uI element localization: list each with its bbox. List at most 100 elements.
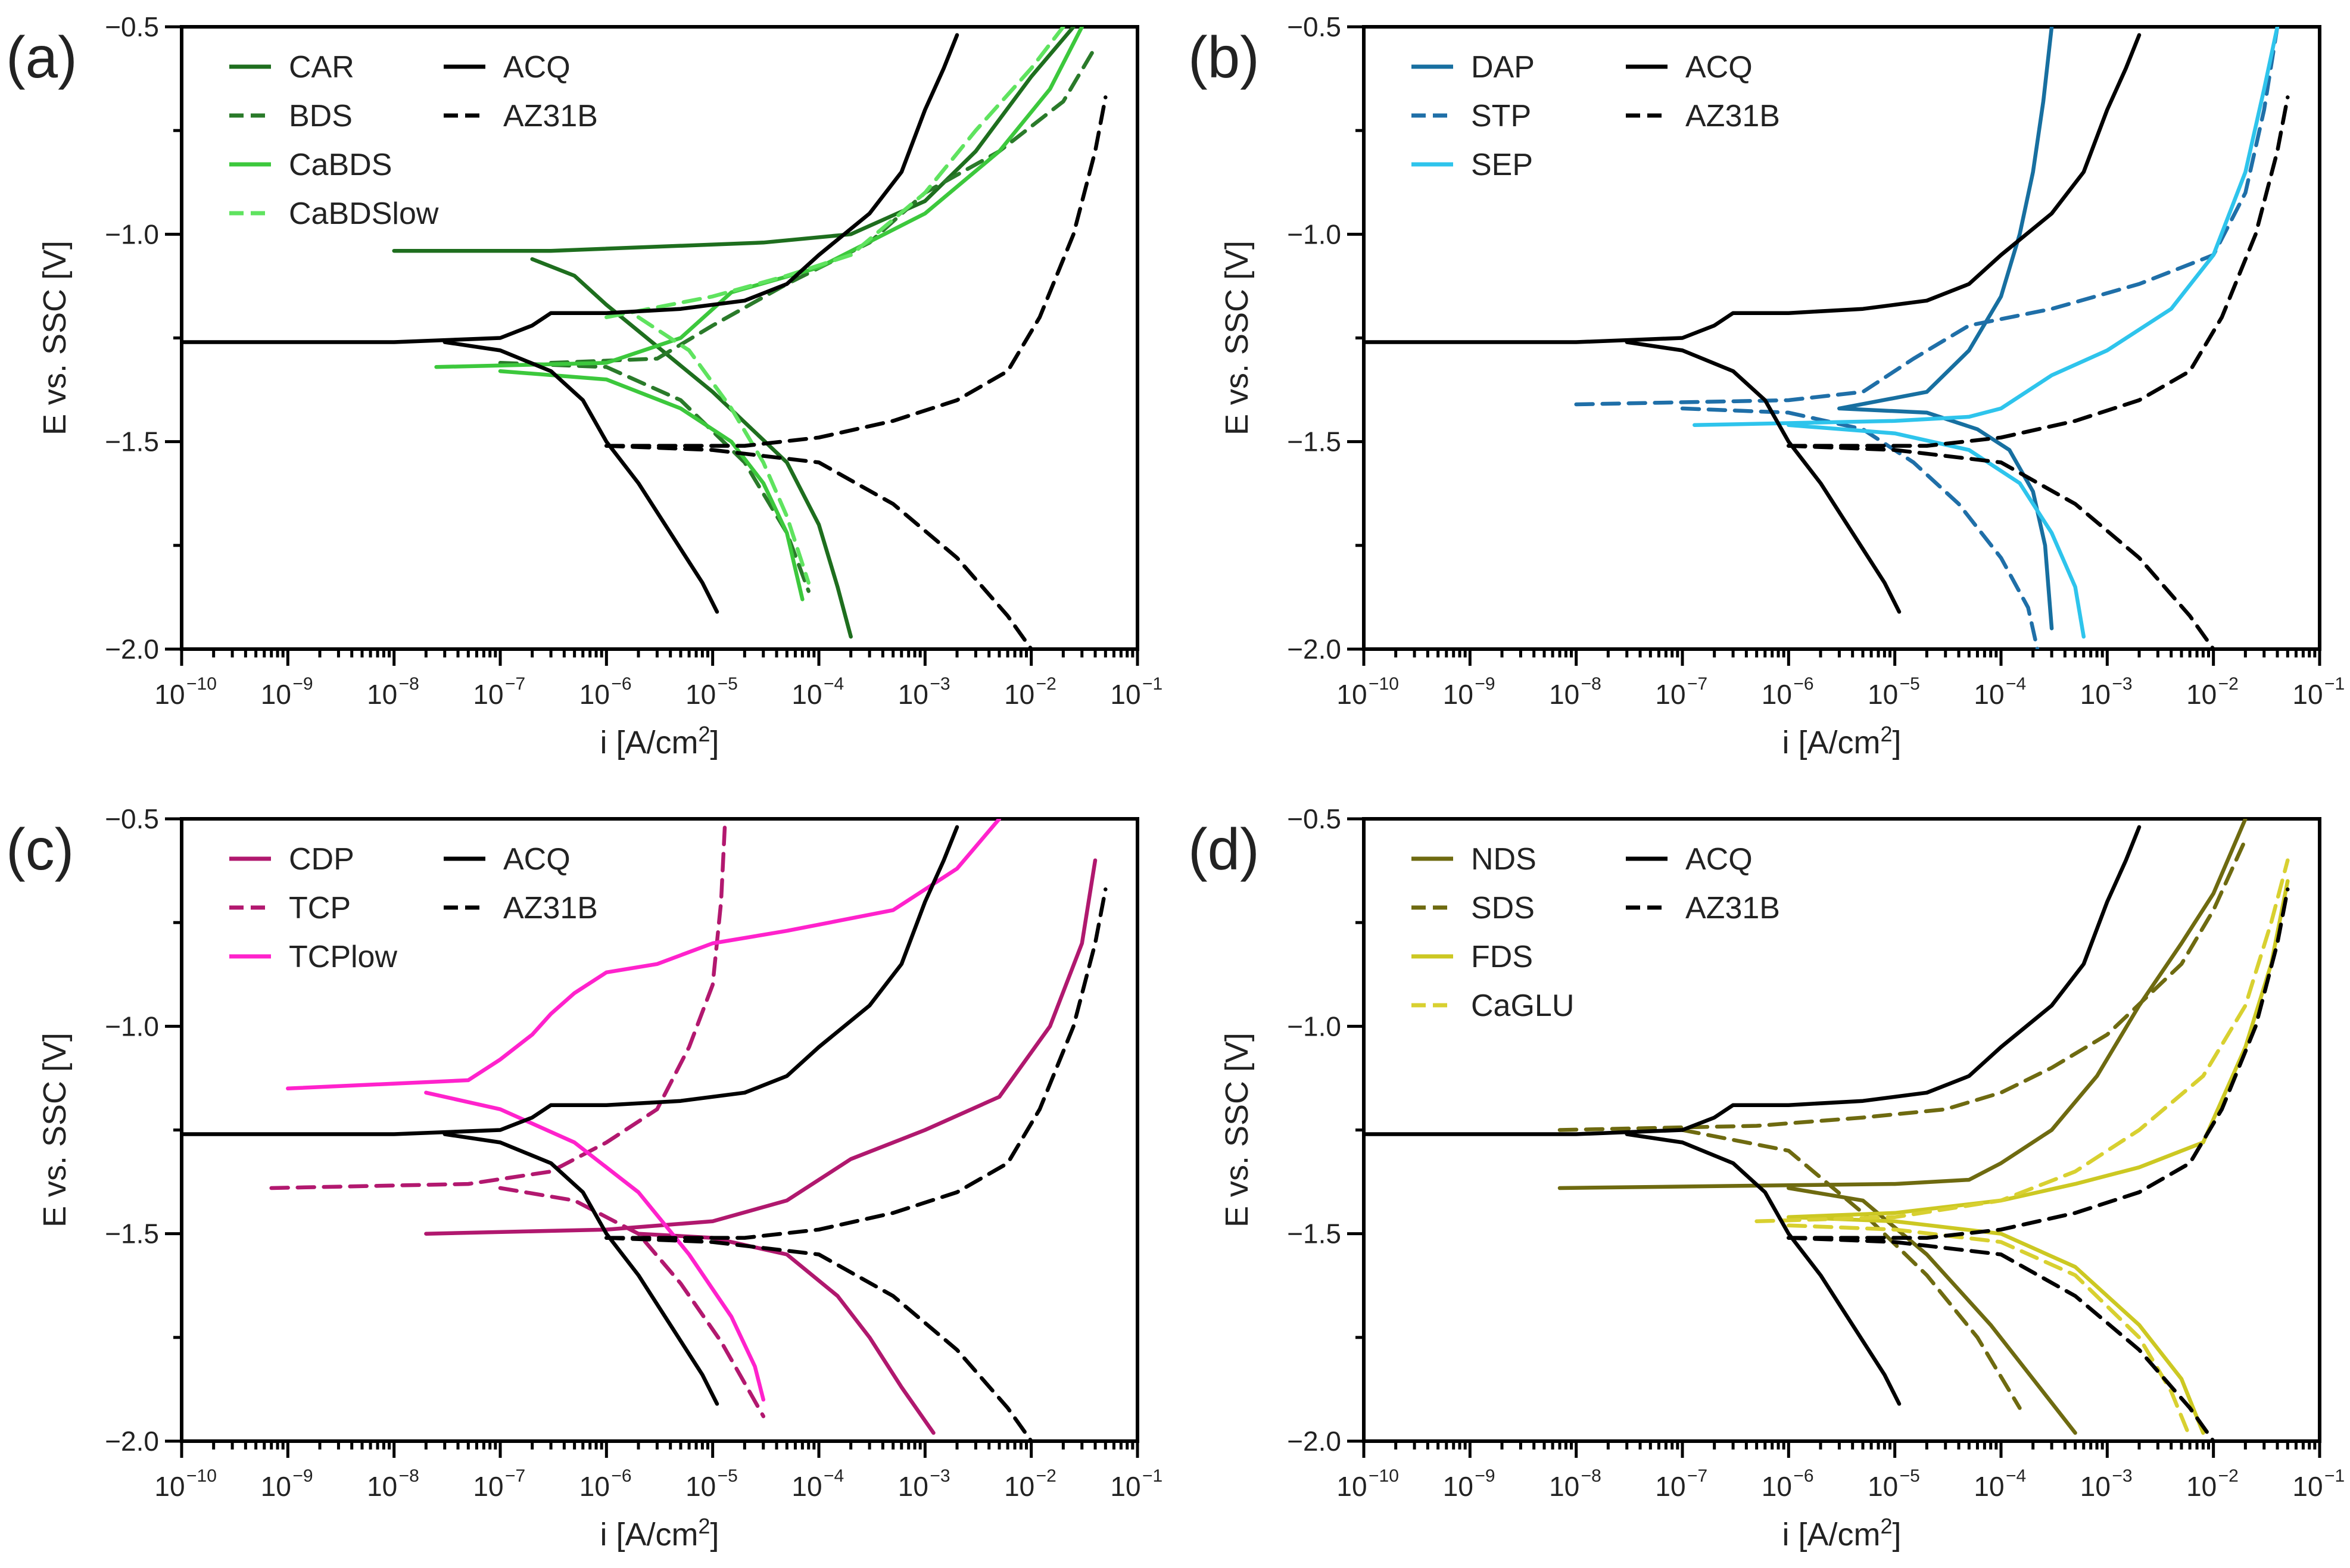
x-tick-exponent: −8	[399, 674, 419, 694]
x-tick-exponent: −6	[611, 674, 631, 694]
x-tick-label: 10	[2186, 1471, 2217, 1502]
x-tick-label: 10	[2080, 1471, 2111, 1502]
series-line-car-anodic	[392, 27, 1076, 253]
panel-c: (c) 10 −10 10 −9 10 −8 10 −7 10 −6 10 −5 10 −4 10 −3 10−…	[6, 803, 1162, 1553]
y-tick-label: −0.5	[1287, 803, 1341, 834]
panel-c-letter: (c)	[6, 816, 74, 882]
y-axis-label: E vs. SSC [V]	[1219, 1033, 1255, 1227]
series-line-sep-cathodic	[1787, 423, 2086, 639]
legend-label-sep: SEP	[1471, 148, 1533, 182]
x-tick-exponent: −5	[1900, 1466, 1920, 1486]
series-line-tcp-cathodic	[498, 1186, 766, 1419]
x-tick-exponent: −2	[1036, 674, 1056, 694]
legend-label-sds: SDS	[1471, 891, 1535, 925]
series-line-sds-anodic	[1557, 837, 2248, 1132]
series-line-fds-cathodic	[1787, 1215, 2205, 1435]
series-line-acq-cathodic	[442, 340, 719, 614]
x-tick-label: 10	[898, 1471, 928, 1502]
x-tick-exponent: −9	[292, 1466, 313, 1486]
x-tick-label: 10	[1443, 679, 1473, 710]
x-tick-exponent: −6	[611, 1466, 631, 1486]
legend-label-acq: ACQ	[1685, 842, 1753, 877]
x-axis-label: i [A/cm2]	[1782, 722, 1901, 760]
x-tick-label: 10	[473, 679, 503, 710]
x-tick-exponent: −10	[186, 1466, 217, 1486]
legend-label-nds: NDS	[1471, 842, 1536, 877]
x-tick-exponent: −2	[2218, 674, 2239, 694]
y-tick-label: −1.0	[1287, 1011, 1341, 1042]
series-line-bds-anodic	[548, 45, 1098, 365]
x-tick-exponent: −4	[2006, 1466, 2026, 1486]
x-tick-exponent: −3	[2112, 1466, 2132, 1486]
x-tick-exponent: −2	[2218, 1466, 2239, 1486]
y-axis-label: E vs. SSC [V]	[37, 241, 73, 435]
x-tick-label: 10	[1974, 1471, 2004, 1502]
series-line-tcp-anodic	[269, 825, 727, 1190]
panel-a-letter: (a)	[6, 24, 77, 90]
panel-d: (d) 10 −10 10 −9 10 −8 10 −7 10 −6 10 −5 10 −4 10 −3 10−…	[1188, 803, 2345, 1553]
legend-label-car: CAR	[289, 50, 354, 85]
x-tick-label: 10	[1549, 679, 1579, 710]
legend-label-az31b: AZ31B	[503, 891, 598, 925]
x-tick-label: 10	[579, 1471, 610, 1502]
panel-d-legend: NDS SDS FDS CaGLU ACQ AZ31B	[1411, 842, 1780, 1023]
series-line-caglu-cathodic	[1787, 1223, 2192, 1439]
x-tick-exponent: −9	[292, 674, 313, 694]
y-tick-label: −1.5	[1287, 1218, 1341, 1249]
legend-label-tcp: TCP	[289, 891, 351, 925]
x-tick-label: 10	[685, 679, 716, 710]
x-tick-exponent: −3	[2112, 674, 2132, 694]
legend-label-az31b: AZ31B	[1685, 891, 1780, 925]
y-tick-label: −1.0	[1287, 219, 1341, 250]
y-tick-label: −1.5	[105, 1218, 159, 1249]
series-line-az31b-cathodic	[604, 444, 1033, 649]
x-tick-label: 10	[1549, 1471, 1579, 1502]
panel-b-plot: 10 −10 10 −9 10 −8 10 −7 10 −6 10 −5 10 −4 10 −3 10 −2 10−…	[1219, 11, 2345, 760]
series-line-acq-anodic	[182, 33, 959, 344]
x-tick-exponent: −9	[1475, 1466, 1495, 1486]
x-tick-label: 10	[1868, 1471, 1898, 1502]
y-tick-label: −1.5	[1287, 426, 1341, 457]
x-tick-label: 10	[685, 1471, 716, 1502]
panel-d-plot: 10 −10 10 −9 10 −8 10 −7 10 −6 10 −5 10 −4 10 −3 10 −2 10−…	[1219, 803, 2345, 1553]
series-line-acq-cathodic	[1625, 340, 1902, 614]
panel-b-series	[1364, 27, 2290, 649]
series-line-cabds-anodic	[434, 27, 1084, 369]
x-tick-label: 10	[579, 679, 610, 710]
x-tick-exponent: −10	[186, 674, 217, 694]
series-line-az31b-cathodic	[1787, 444, 2215, 649]
legend-label-cabds: CaBDS	[289, 148, 392, 182]
x-tick-exponent: −2	[1036, 1466, 1056, 1486]
x-tick-exponent: −1	[1142, 674, 1162, 694]
x-tick-label: 10	[1655, 679, 1685, 710]
y-tick-label: −1.0	[105, 219, 159, 250]
x-tick-label: 10	[2292, 1471, 2323, 1502]
x-tick-label: 10	[1110, 1471, 1140, 1502]
x-tick-exponent: −8	[399, 1466, 419, 1486]
series-line-acq-cathodic	[1625, 1132, 1902, 1406]
x-tick-exponent: −5	[718, 1466, 738, 1486]
series-line-acq-anodic	[1364, 33, 2142, 344]
series-line-caglu-anodic	[1754, 858, 2290, 1224]
x-tick-label: 10	[1336, 679, 1367, 710]
x-axis-label: i [A/cm2]	[600, 1514, 719, 1553]
series-line-az31b-anodic	[604, 95, 1108, 448]
legend-label-caglu: CaGLU	[1471, 989, 1574, 1023]
y-axis-label: E vs. SSC [V]	[1219, 241, 1255, 435]
panel-b-legend: DAP STP SEP ACQ AZ31B	[1411, 50, 1780, 182]
x-tick-exponent: −7	[505, 674, 525, 694]
x-tick-label: 10	[367, 1471, 397, 1502]
x-tick-label: 10	[791, 1471, 822, 1502]
x-tick-exponent: −1	[2324, 674, 2345, 694]
legend-label-fds: FDS	[1471, 940, 1533, 974]
x-tick-label: 10	[367, 679, 397, 710]
panel-b: (b) 10 −10 10 −9 10 −8 10 −7 10 −6 10 −5 10 −4 10 −3 10−…	[1188, 11, 2345, 760]
panel-c-series	[182, 819, 1108, 1441]
x-tick-label: 10	[2292, 679, 2323, 710]
x-tick-exponent: −6	[1793, 1466, 1813, 1486]
y-tick-label: −2.0	[1287, 634, 1341, 665]
panel-b-letter: (b)	[1188, 24, 1260, 90]
y-tick-label: −0.5	[105, 11, 159, 42]
x-tick-label: 10	[1443, 1471, 1473, 1502]
